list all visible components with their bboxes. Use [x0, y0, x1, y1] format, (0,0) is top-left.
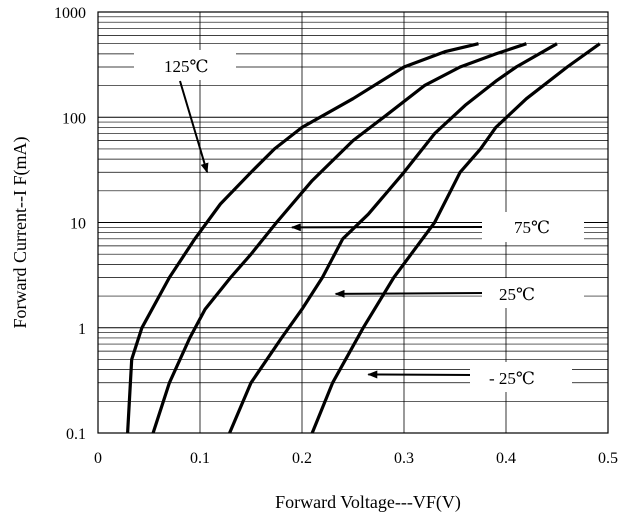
series-lines — [126, 42, 601, 434]
x-tick-label: 0.1 — [190, 450, 210, 467]
annotation-label-background — [470, 362, 572, 392]
annotation-label-background — [482, 278, 584, 308]
x-axis-title: Forward Voltage---VF(V) — [275, 492, 461, 513]
x-tick-label: 0.5 — [598, 450, 618, 467]
annotation-label-background — [134, 50, 236, 80]
annotation-label: 25℃ — [499, 285, 535, 304]
y-tick-label: 1 — [78, 321, 86, 338]
y-tick-label: 10 — [70, 216, 86, 233]
annotation-label: 75℃ — [514, 218, 550, 237]
y-tick-label: 1000 — [54, 5, 86, 22]
y-tick-label: 100 — [62, 110, 86, 127]
annotation-arrow — [334, 289, 487, 298]
x-tick-label: 0 — [94, 450, 102, 467]
annotation-label: - 25℃ — [489, 369, 535, 388]
y-tick-label: 0.1 — [66, 426, 86, 443]
annotation-label-background — [482, 212, 584, 242]
annotation-arrow — [179, 80, 209, 174]
annotation-arrow — [367, 370, 475, 379]
series-line-0 — [126, 42, 479, 434]
series-line-3 — [310, 42, 601, 434]
series-line-2 — [228, 42, 558, 434]
x-tick-label: 0.2 — [292, 450, 312, 467]
tick-labels: 0 0.1 0.2 0.3 0.4 0.5 0.1 1 10 100 1000 — [54, 5, 618, 467]
annotation-label: 125℃ — [164, 57, 209, 76]
series-line-1 — [151, 42, 527, 434]
x-tick-label: 0.4 — [496, 450, 516, 467]
x-tick-label: 0.3 — [394, 450, 414, 467]
y-axis-title: Forward Current--I F(mA) — [10, 137, 31, 329]
plot-frame — [97, 11, 609, 434]
annotations: 125℃ 75℃ 25℃ - 25℃ — [134, 50, 584, 392]
